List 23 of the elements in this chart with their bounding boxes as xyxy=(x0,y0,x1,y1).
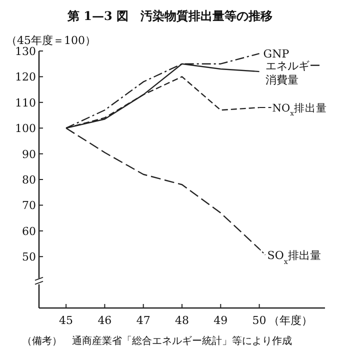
x-tick-label: 45 xyxy=(59,314,74,327)
y-tick-label: 90 xyxy=(22,148,36,161)
y-axis-title: （45年度＝100） xyxy=(6,34,96,47)
y-tick-label: 70 xyxy=(22,199,36,212)
legend-label: SO$_{x}$排出量 xyxy=(267,248,321,266)
y-tick-label: 120 xyxy=(15,70,36,84)
text: （備考） 通商産業省「総合エネルギー統計」等により作成 xyxy=(22,335,292,347)
legend-label: NO$_{x}$排出量 xyxy=(272,102,327,118)
y-tick-label: 60 xyxy=(22,224,36,238)
series-label: エネルギー消費量 xyxy=(265,60,320,87)
y-tick-label: 130 xyxy=(15,45,36,58)
y-tick-label: 110 xyxy=(15,96,36,110)
y-tick-label: 100 xyxy=(15,122,36,136)
y-tick-label: 50 xyxy=(22,250,36,264)
x-tick-label: 50 xyxy=(252,314,266,327)
series-label: GNP xyxy=(263,48,290,61)
x-axis-title: （年度） xyxy=(268,314,312,327)
chart-title: 第 1—3 図 汚染物質排出量等の推移 xyxy=(66,9,273,23)
x-tick-label: 49 xyxy=(214,314,228,327)
x-tick-label: 48 xyxy=(175,314,189,327)
y-tick-label: 80 xyxy=(22,174,36,186)
x-tick-label: 47 xyxy=(136,314,150,327)
x-tick-label: 46 xyxy=(98,314,112,327)
